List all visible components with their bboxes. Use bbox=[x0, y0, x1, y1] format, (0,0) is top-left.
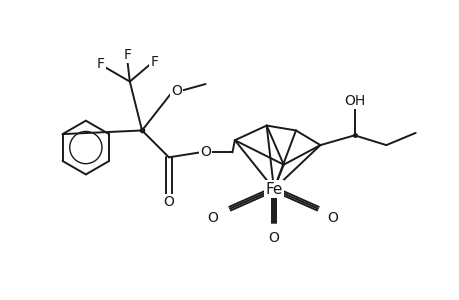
Text: O: O bbox=[170, 84, 181, 98]
Text: F: F bbox=[150, 55, 158, 69]
Text: O: O bbox=[268, 231, 279, 245]
Text: Fe: Fe bbox=[265, 182, 282, 196]
Text: O: O bbox=[163, 195, 174, 209]
Text: O: O bbox=[326, 212, 337, 225]
Text: F: F bbox=[123, 48, 131, 62]
Text: F: F bbox=[96, 58, 104, 71]
Text: O: O bbox=[200, 146, 211, 159]
Text: O: O bbox=[207, 212, 218, 225]
Text: OH: OH bbox=[343, 94, 364, 108]
